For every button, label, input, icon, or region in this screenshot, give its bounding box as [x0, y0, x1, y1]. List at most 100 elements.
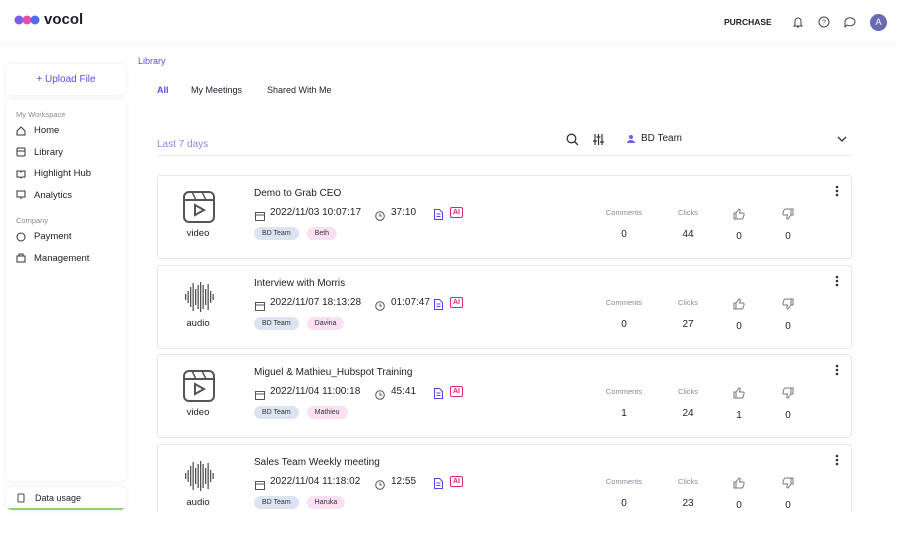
clicks-count: 44 — [682, 229, 694, 240]
like-button[interactable] — [733, 297, 745, 315]
nav-icon — [16, 125, 26, 135]
nav-icon — [16, 170, 26, 179]
dislike-button[interactable] — [782, 476, 794, 494]
nav-label: Library — [34, 146, 64, 158]
upload-button[interactable]: + Upload File — [6, 64, 126, 95]
divider — [157, 155, 852, 156]
media-icon — [183, 460, 215, 497]
nav-item[interactable]: Payment — [16, 231, 72, 242]
ai-badge: AI — [450, 207, 463, 218]
meeting-duration: 12:55 — [391, 475, 417, 487]
dislike-button[interactable] — [782, 297, 794, 315]
calendar-icon — [255, 298, 265, 316]
calendar-icon — [255, 387, 265, 405]
clicks-count: 23 — [682, 497, 694, 509]
more-menu[interactable] — [835, 184, 839, 202]
nav-label: Highlight Hub — [34, 168, 92, 179]
section-title: Company — [16, 216, 49, 225]
tab[interactable]: Shared With Me — [267, 85, 332, 95]
clicks-label: Clicks — [678, 387, 698, 397]
meeting-card[interactable]: audio Interview with Morris 2022/11/07 18:… — [157, 264, 852, 349]
doc-icon — [434, 476, 443, 494]
chevron[interactable] — [837, 135, 847, 143]
usage-label: Data usage — [35, 493, 82, 503]
media-icon — [183, 281, 215, 318]
nav-icon — [16, 190, 26, 199]
dislike-button[interactable] — [782, 386, 794, 404]
data-usage[interactable]: Data usage — [6, 487, 126, 510]
tag: Beth — [306, 227, 338, 240]
meeting-card[interactable]: audio Sales Team Weekly meeting 2022/11/04… — [157, 443, 852, 512]
ai-badge: AI — [450, 475, 463, 487]
tag: Haruka — [306, 495, 346, 509]
comments-count: 0 — [621, 497, 627, 509]
nav-label: Analytics — [34, 189, 73, 201]
likes-count: 1 — [736, 410, 742, 422]
tags: BD Team Davina — [254, 316, 345, 330]
svg-text:?: ? — [822, 20, 826, 27]
tag: Davina — [306, 316, 345, 330]
help-icon[interactable]: ? — [818, 16, 830, 28]
upload-label: + Upload File — [36, 74, 96, 85]
ai-badge: AI — [450, 296, 463, 308]
tag: BD Team — [254, 495, 299, 509]
tab[interactable]: My Meetings — [191, 85, 243, 95]
meeting-duration: 01:07:47 — [391, 296, 430, 308]
bell-icon[interactable] — [792, 16, 804, 28]
media-type: video — [186, 407, 210, 419]
meeting-card[interactable]: video Miguel & Mathieu_Hubspot Training 20… — [157, 354, 852, 439]
likes-count: 0 — [736, 320, 742, 332]
tags: BD Team Mathieu — [254, 406, 348, 420]
avatar[interactable]: A — [870, 14, 887, 31]
dislikes-count: 0 — [785, 320, 791, 332]
tag: BD Team — [254, 227, 299, 240]
nav-item[interactable]: Analytics — [16, 190, 72, 201]
meeting-title[interactable]: Sales Team Weekly meeting — [254, 456, 380, 468]
nav-label: Management — [34, 252, 90, 264]
purchase[interactable]: PURCHASE — [724, 17, 772, 27]
comments-label: Comments — [605, 387, 643, 397]
meeting-title[interactable]: Demo to Grab CEO — [254, 188, 342, 199]
comments-count: 0 — [621, 318, 627, 330]
like-button[interactable] — [733, 476, 745, 494]
meeting-title[interactable]: Interview with Morris — [254, 277, 346, 289]
like-button[interactable] — [733, 207, 745, 225]
calendar-icon — [255, 208, 265, 226]
team-icon — [627, 135, 635, 143]
period[interactable]: Last 7 days — [157, 139, 209, 150]
meeting-date: 2022/11/03 10:07:17 — [270, 207, 362, 218]
nav-item[interactable]: Management — [16, 253, 89, 264]
likes-count: 0 — [736, 231, 742, 242]
tag: Mathieu — [306, 406, 348, 420]
nav-icon — [16, 232, 26, 241]
nav-item[interactable]: Home — [16, 125, 59, 136]
more-menu[interactable] — [835, 363, 839, 381]
dislikes-count: 0 — [785, 410, 791, 422]
chat-icon[interactable] — [844, 16, 856, 28]
more-menu[interactable] — [835, 453, 839, 471]
nav-item[interactable]: Library — [16, 147, 63, 158]
filter-icon[interactable] — [592, 133, 605, 146]
meeting-title[interactable]: Miguel & Mathieu_Hubspot Training — [254, 367, 413, 379]
more-menu[interactable] — [835, 274, 839, 292]
comments-label: Comments — [605, 297, 643, 307]
team-filter[interactable]: BD Team — [641, 133, 682, 144]
logo-icon — [14, 15, 40, 25]
search-icon[interactable] — [566, 133, 579, 146]
usage-icon — [17, 493, 25, 503]
clicks-label: Clicks — [678, 476, 698, 486]
dislike-button[interactable] — [782, 207, 794, 225]
media-icon — [183, 191, 215, 228]
nav-label: Home — [34, 125, 60, 136]
nav-item[interactable]: Highlight Hub — [16, 168, 91, 179]
like-button[interactable] — [733, 386, 745, 404]
header: vocol PURCHASE ? A — [0, 0, 897, 42]
tab[interactable]: All — [157, 85, 169, 95]
calendar-icon — [255, 477, 265, 495]
breadcrumb[interactable]: Library — [138, 56, 166, 66]
clicks-label: Clicks — [678, 297, 698, 307]
logo: vocol — [44, 11, 84, 28]
likes-count: 0 — [736, 499, 742, 511]
meeting-card[interactable]: video Demo to Grab CEO 2022/11/03 10:07:17… — [157, 175, 852, 259]
